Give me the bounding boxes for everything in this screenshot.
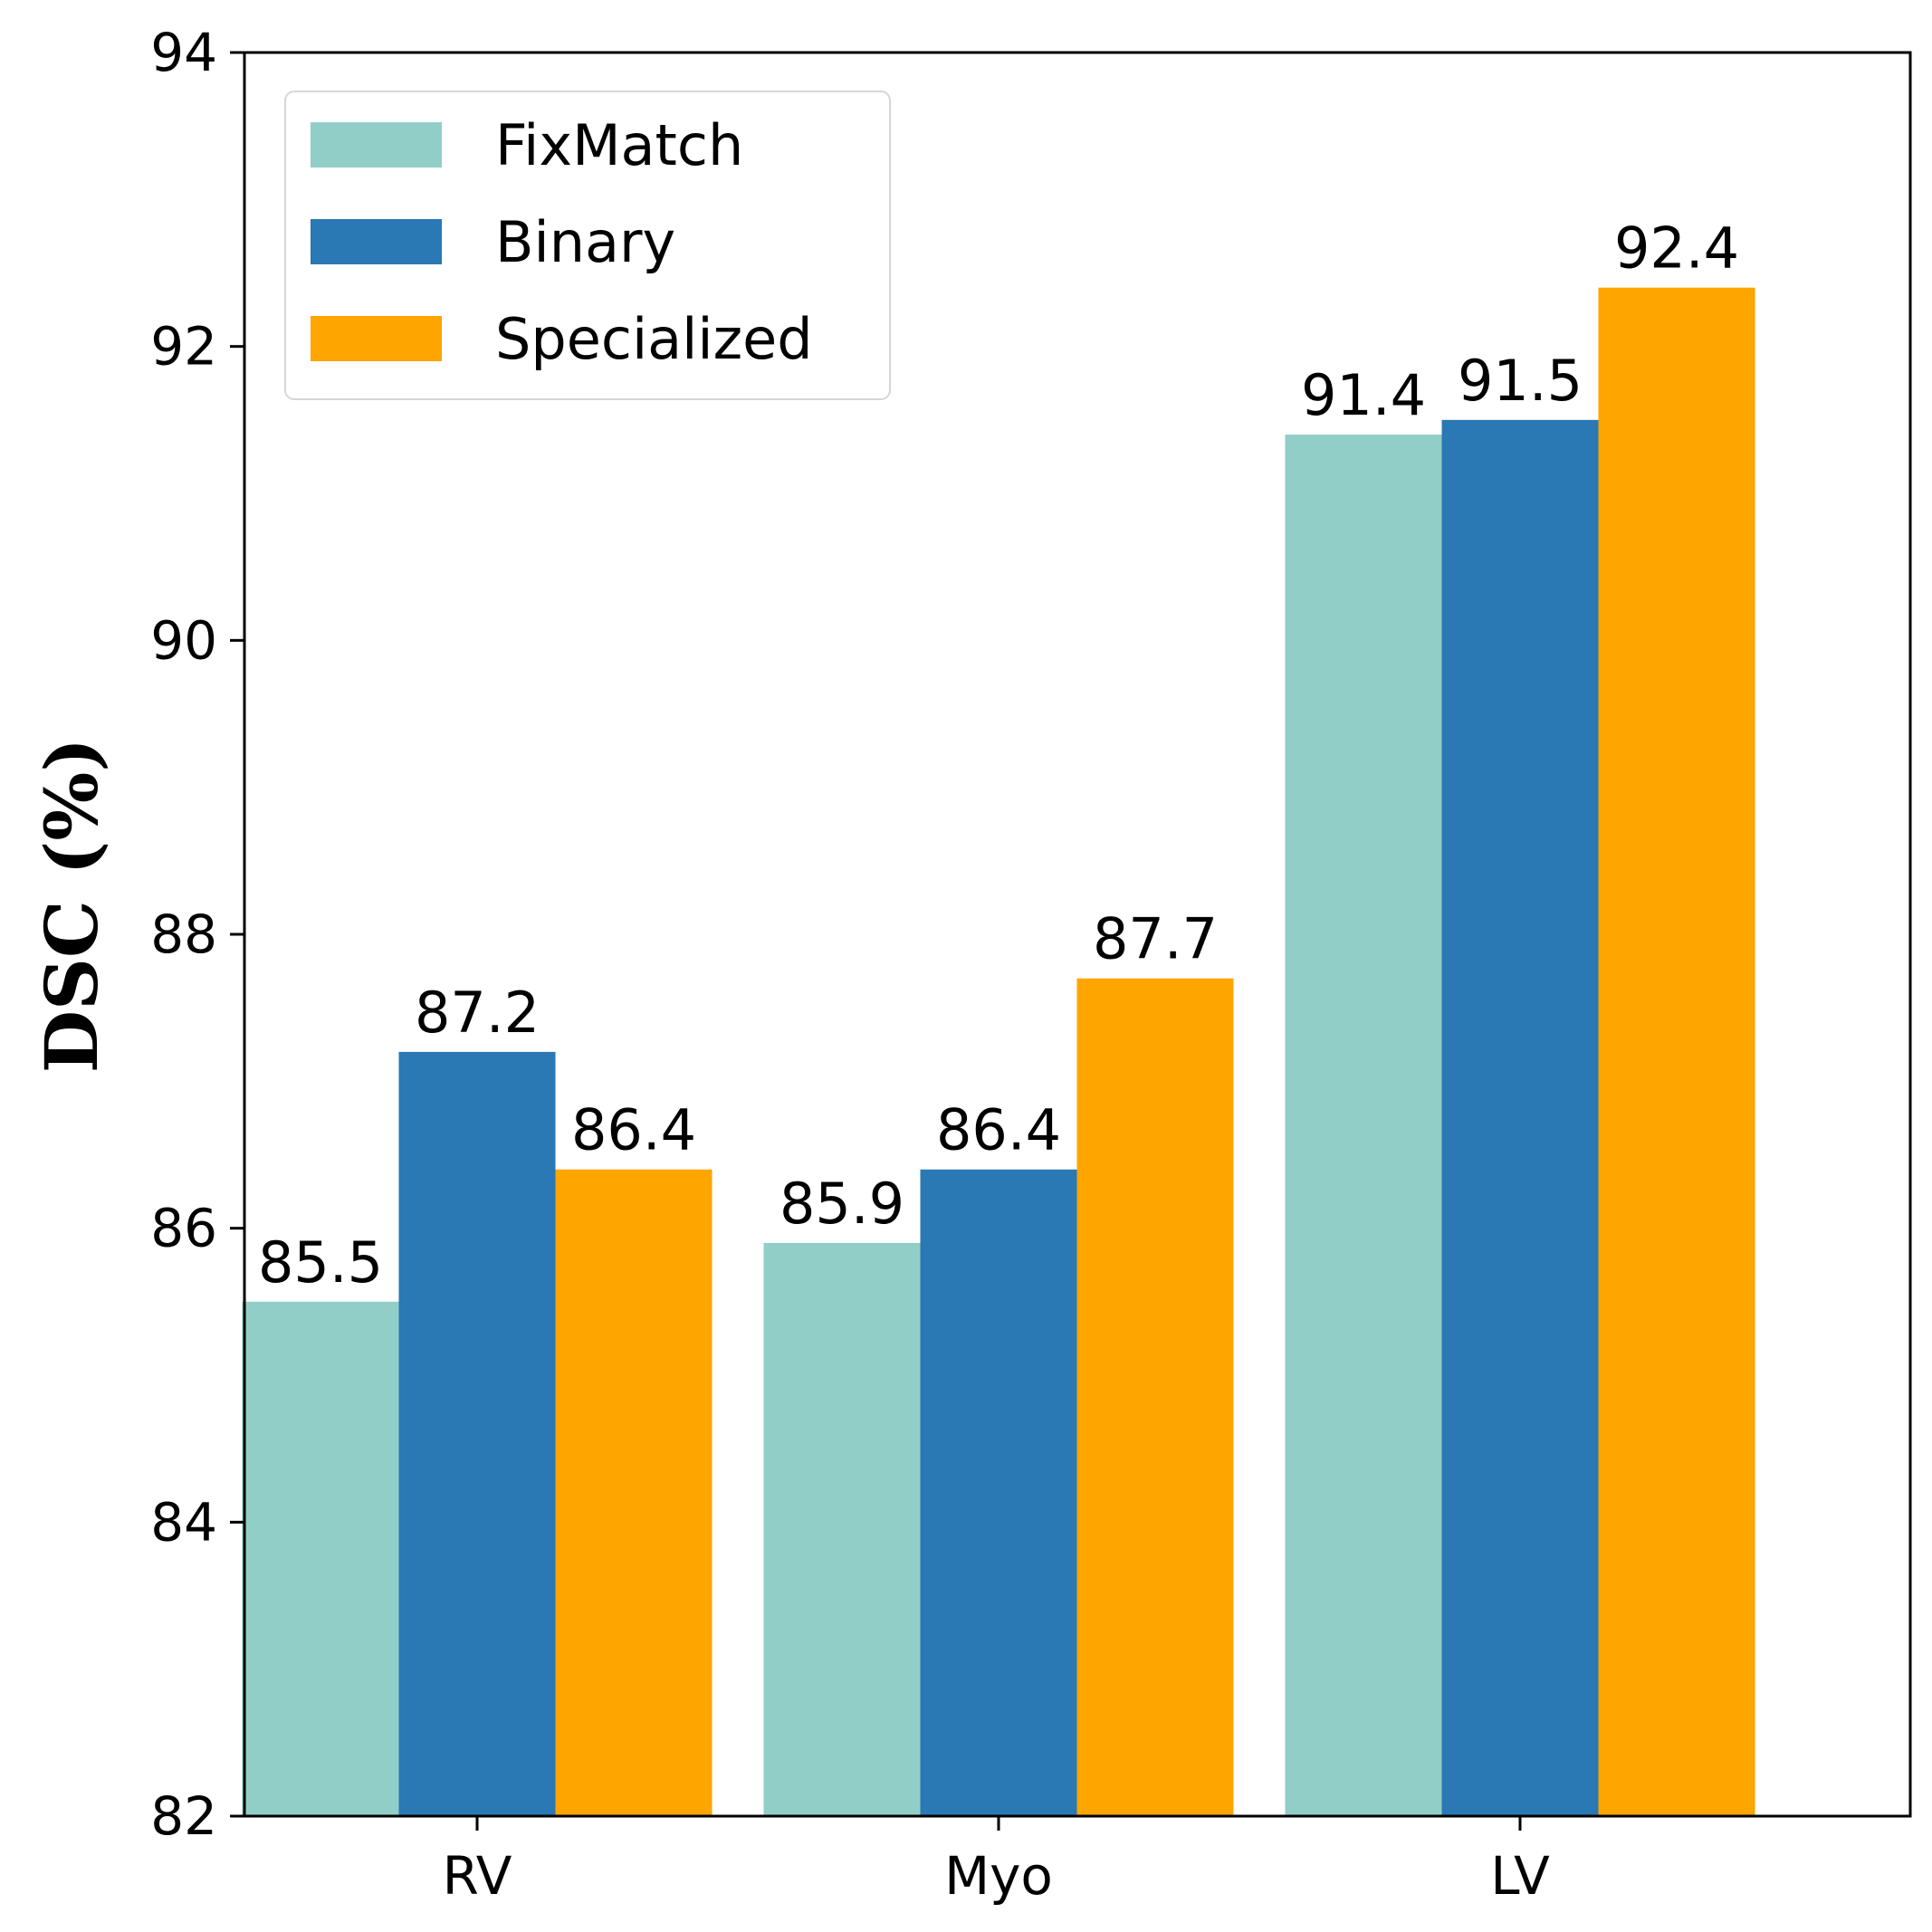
legend-label-binary: Binary [495,209,675,275]
data-label-specialized-rv: 86.4 [571,1097,696,1163]
legend-swatch-specialized [311,316,442,361]
bar-specialized-myo [1076,978,1234,1816]
data-label-specialized-lv: 92.4 [1614,215,1739,282]
data-label-fixmatch-rv: 85.5 [258,1229,383,1296]
y-tick-label-88: 88 [150,904,217,965]
legend-label-specialized: Specialized [495,306,813,372]
x-tick-label-rv: RV [443,1845,512,1907]
axes-layer: 82 84 86 88 90 92 94 RV Myo LV [150,22,1912,1907]
y-tick-label-82: 82 [150,1785,217,1847]
legend: FixMatch Binary Specialized [284,91,891,400]
x-tick-label-myo: Myo [944,1845,1053,1907]
bar-binary-rv [398,1051,556,1816]
y-tick-label-84: 84 [150,1491,217,1553]
legend-swatch-fixmatch [311,122,442,167]
y-tick-label-90: 90 [150,609,217,671]
y-tick-label-92: 92 [150,316,217,378]
bar-specialized-lv [1598,287,1755,1816]
bar-fixmatch-lv [1285,435,1442,1817]
bar-specialized-rv [555,1169,713,1816]
data-label-fixmatch-lv: 91.4 [1301,362,1426,428]
data-label-binary-rv: 87.2 [415,980,540,1046]
y-tick-label-94: 94 [150,22,217,83]
bar-binary-lv [1441,419,1599,1816]
data-labels-layer: 85.5 85.9 91.4 87.2 86.4 91.5 86.4 87.7 92.4 [258,215,1739,1296]
bars-layer [242,287,1755,1817]
bar-fixmatch-myo [763,1242,921,1816]
bar-binary-myo [920,1169,1077,1816]
x-tick-label-lv: LV [1490,1845,1550,1907]
data-label-specialized-myo: 87.7 [1093,906,1218,972]
data-label-fixmatch-myo: 85.9 [779,1171,904,1237]
bar-fixmatch-rv [242,1301,399,1816]
data-label-binary-myo: 86.4 [936,1097,1061,1163]
y-axis-title: DSC (%) [29,738,114,1073]
legend-swatch-binary [311,219,442,264]
data-label-binary-lv: 91.5 [1458,348,1583,414]
y-tick-label-86: 86 [150,1198,217,1259]
legend-label-fixmatch: FixMatch [495,112,743,178]
